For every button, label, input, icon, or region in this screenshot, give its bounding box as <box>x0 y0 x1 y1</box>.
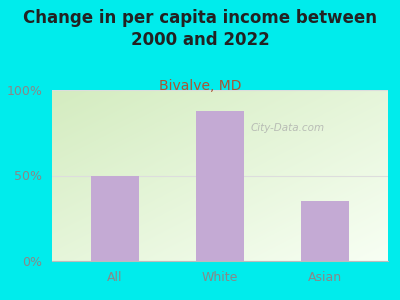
Text: City-Data.com: City-Data.com <box>250 123 324 133</box>
Bar <box>301 201 349 261</box>
Text: Bivalve, MD: Bivalve, MD <box>159 80 241 94</box>
Bar <box>196 110 244 261</box>
Text: Change in per capita income between
2000 and 2022: Change in per capita income between 2000… <box>23 9 377 49</box>
Bar <box>91 176 139 261</box>
